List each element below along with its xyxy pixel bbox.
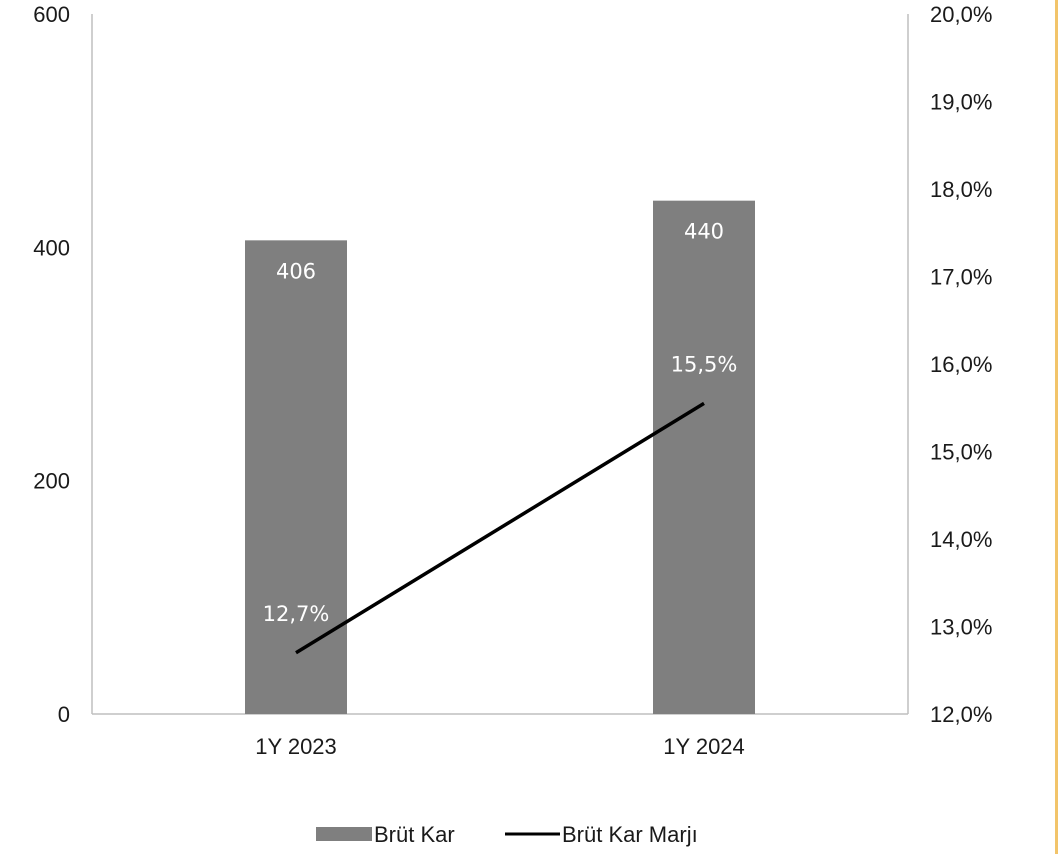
left-tick-label-1: 200	[33, 469, 70, 494]
labels-layer: 406 440 12,7% 15,5%	[263, 220, 738, 626]
line-series-brut-kar-marji	[295, 401, 705, 655]
right-tick-label-2: 14,0%	[930, 527, 992, 552]
right-tick-label-5: 17,0%	[930, 265, 992, 290]
legend-label-brut-kar: Brüt Kar	[374, 822, 455, 847]
category-label-1: 1Y 2024	[663, 734, 745, 759]
right-tick-label-3: 15,0%	[930, 440, 992, 465]
left-tick-label-2: 400	[33, 235, 70, 260]
bar-value-label-1: 440	[684, 220, 724, 244]
line-value-label-0: 12,7%	[263, 602, 330, 626]
left-tick-label-3: 600	[33, 2, 70, 27]
page-edge-strip	[1055, 0, 1058, 854]
bar-value-label-0: 406	[276, 259, 316, 283]
category-label-0: 1Y 2023	[255, 734, 337, 759]
line-value-label-1: 15,5%	[671, 352, 738, 376]
right-tick-label-7: 19,0%	[930, 90, 992, 115]
ticks-layer: 0 200 400 600 12,0% 13,0% 14,0% 15,0% 16,0% 17,0%…	[33, 2, 992, 759]
bar-0	[245, 240, 347, 715]
right-tick-label-4: 16,0%	[930, 352, 992, 377]
bars-layer	[245, 200, 755, 715]
right-tick-label-0: 12,0%	[930, 702, 992, 727]
legend-swatch-brut-kar	[316, 827, 372, 841]
left-tick-label-0: 0	[58, 702, 70, 727]
bar-1	[653, 200, 755, 714]
right-tick-label-6: 18,0%	[930, 177, 992, 202]
line-layer	[295, 401, 705, 655]
legend-label-brut-kar-marji: Brüt Kar Marjı	[562, 822, 698, 847]
right-tick-label-1: 13,0%	[930, 615, 992, 640]
right-tick-label-8: 20,0%	[930, 2, 992, 27]
legend: Brüt Kar Brüt Kar Marjı	[316, 822, 698, 847]
